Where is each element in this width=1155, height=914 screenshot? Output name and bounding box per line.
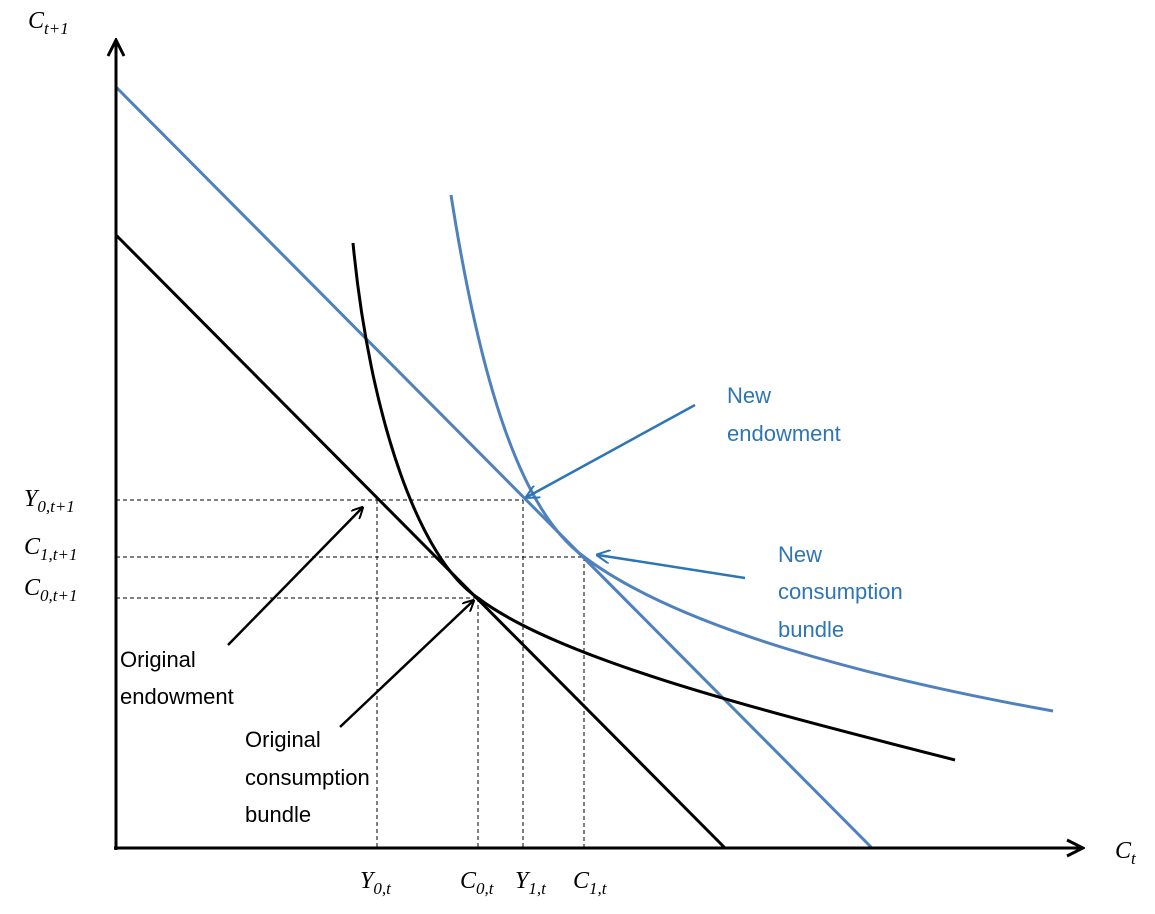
label-main: C	[24, 575, 41, 601]
y-axis-label: Ct+1	[28, 8, 69, 38]
y-tick-label: C1,t+1	[24, 534, 77, 564]
annotation-line: New	[727, 383, 771, 408]
arrow	[227, 508, 362, 646]
label-main: Y	[360, 868, 376, 894]
label-main: C	[573, 868, 590, 894]
original-budget-line	[114, 233, 727, 850]
label-main: Y	[24, 486, 40, 512]
arrow	[527, 403, 696, 497]
annotation-line: endowment	[120, 684, 234, 709]
x-tick-label: Y0,t	[360, 868, 392, 898]
label-main: C	[24, 534, 41, 560]
label-main: Y	[515, 868, 531, 894]
label-sub: 0,t+1	[37, 497, 74, 516]
label-sub: 1,t	[528, 879, 547, 898]
label-main: C	[1115, 838, 1132, 864]
x-tick-label: Y1,t	[515, 868, 547, 898]
label-main: C	[460, 868, 477, 894]
arrow	[598, 555, 746, 580]
annotation-line: consumption	[778, 579, 903, 604]
x-tick-label: C1,t	[573, 868, 608, 898]
y-tick-label: C0,t+1	[24, 575, 77, 605]
label-sub: 0,t	[373, 879, 392, 898]
label-sub: 1,t+1	[40, 545, 77, 564]
label-sub: t	[1131, 849, 1137, 868]
new-budget-line	[114, 85, 874, 850]
annotation-line: bundle	[245, 802, 311, 827]
arrow	[339, 601, 473, 728]
label-sub: 1,t	[589, 879, 608, 898]
label-main: C	[28, 8, 45, 34]
label-sub: 0,t	[476, 879, 495, 898]
label-sub: 0,t+1	[40, 586, 77, 605]
new-indifference-curve	[449, 194, 1054, 713]
original-indifference-curve	[351, 242, 956, 762]
annotation-line: consumption	[245, 765, 370, 790]
annotation-line: Original	[120, 647, 196, 672]
annotation-line: endowment	[727, 421, 841, 446]
guides	[116, 499, 585, 848]
x-tick-label: C0,t	[460, 868, 495, 898]
label-sub: t+1	[44, 19, 69, 38]
annotation-line: Original	[245, 727, 321, 752]
y-tick-label: Y0,t+1	[24, 486, 75, 516]
annotation-line: bundle	[778, 617, 844, 642]
x-axis-label: Ct	[1115, 838, 1137, 868]
annotation-line: New	[778, 542, 822, 567]
